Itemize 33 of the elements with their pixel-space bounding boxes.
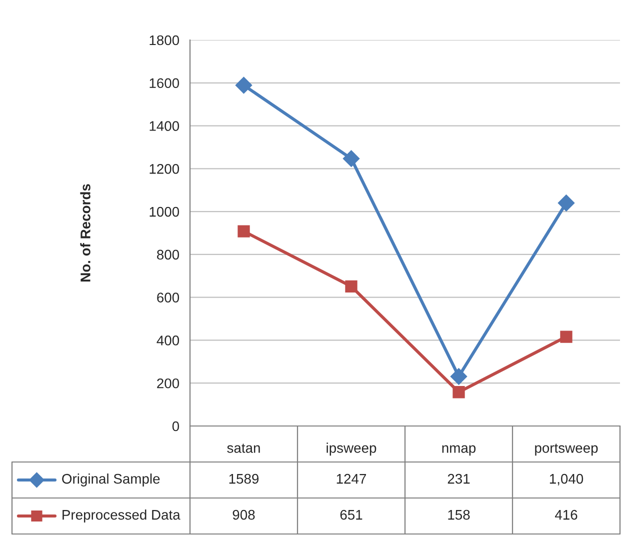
point xyxy=(450,368,468,385)
point xyxy=(345,280,358,292)
data-label: 908 xyxy=(232,510,255,520)
y-tick-label: 1800 xyxy=(150,35,180,46)
y-tick-label: 1200 xyxy=(150,164,180,174)
data-label: 158 xyxy=(448,510,470,520)
y-tick-label: 600 xyxy=(157,292,180,303)
y-tick-label: 0 xyxy=(172,421,180,432)
data-label: 416 xyxy=(554,510,578,520)
data-label: 231 xyxy=(448,474,470,484)
y-tick-label: 400 xyxy=(156,336,180,346)
point xyxy=(452,386,465,398)
x-tick-label: portsweep xyxy=(535,444,598,456)
data-label: 1247 xyxy=(336,474,366,484)
x-tick-label: ipsweep xyxy=(326,442,376,456)
point xyxy=(235,76,252,94)
point xyxy=(560,330,572,343)
legend-label: Original Sample xyxy=(62,474,160,486)
point xyxy=(342,150,360,167)
y-tick-label: 1400 xyxy=(150,121,180,131)
legend-label: Preprocessed Data xyxy=(62,510,180,522)
y-tick-label: 1600 xyxy=(150,78,180,88)
x-tick-label: nmap xyxy=(442,445,476,456)
data-label: 1589 xyxy=(229,474,259,484)
data-label: 651 xyxy=(340,510,362,520)
y-tick-label: 1000 xyxy=(150,206,180,217)
y-axis-title: No. of Records xyxy=(80,184,90,282)
data-label: 1,040 xyxy=(550,474,584,486)
x-tick-label: satan xyxy=(227,444,260,453)
point xyxy=(238,225,250,238)
y-tick-label: 800 xyxy=(157,250,180,260)
y-tick-label: 200 xyxy=(157,378,180,388)
point xyxy=(558,194,575,212)
